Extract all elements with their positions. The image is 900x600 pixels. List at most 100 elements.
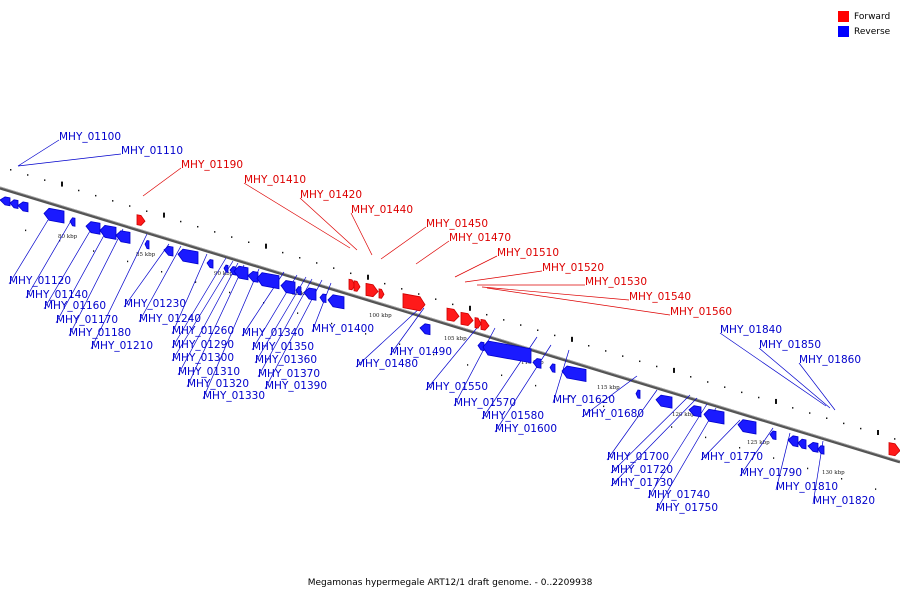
gene-label: MHY_01350 [252,341,314,353]
tick-mark [418,293,420,295]
tick-mark [44,179,46,181]
reverse-swatch [838,26,849,37]
tick-mark [622,355,624,357]
gene-arrow [256,272,280,290]
gene-label: MHY_01860 [799,354,861,366]
gene-arrow [9,199,19,209]
tick-mark [639,360,641,363]
label-leader [17,153,122,167]
gene-label: MHY_01490 [390,346,452,358]
tick-mark [299,257,301,259]
gene-label: MHY_01740 [648,489,710,501]
label-leader [171,257,227,349]
scale-tick-labels: 80 kbp 85 kbp 90 kbp 95 kbp 100 kbp 105 kbp 11… [58,234,845,476]
label-leader [171,260,234,362]
gene-arrow [177,248,199,265]
gene-arrow [0,196,11,207]
gene-label: MHY_01180 [69,327,131,339]
label-leader [481,286,630,301]
tick-mark [775,398,777,404]
tick-label: 90 kbp [214,271,234,277]
label-leader [775,432,791,491]
tick-mark [792,407,794,409]
gene-arrow [635,389,641,399]
tick-mark [588,345,590,347]
tick-mark [707,381,709,383]
gene-label: MHY_01190 [181,159,243,171]
minor-tick [229,291,231,294]
gene-label: MHY_01300 [172,352,234,364]
minor-tick [705,436,707,439]
minor-tick [195,281,197,283]
tick-mark [112,200,114,202]
minor-tick [671,426,673,428]
label-leader [25,218,73,299]
gene-arrow [769,430,777,440]
tick-label: 110 kbp [521,360,544,366]
label-leader [202,268,260,400]
gene-arrow [378,288,385,299]
gene-arrow [144,240,150,250]
gene-arrow [703,408,725,425]
gene-arrow [303,287,317,301]
gene-label: MHY_01390 [265,380,327,392]
tick-label: 100 kbp [369,313,392,319]
minor-tick [331,322,333,325]
tick-mark [214,231,216,233]
label-leader [454,255,498,278]
gene-arrow [474,317,482,329]
gene-arrow [561,365,587,382]
gene-label: MHY_01440 [351,204,413,216]
gene-arrow [480,318,490,331]
gene-label: MHY_01310 [178,366,240,378]
gene-label: MHY_01410 [244,174,306,186]
tick-mark [673,367,675,373]
minor-tick [603,405,605,408]
label-leader [647,403,708,499]
minor-tick [875,488,877,490]
gene-label: MHY_01700 [607,451,669,463]
tick-mark [231,236,233,238]
gene-arrow [247,270,259,283]
gene-arrow [99,224,117,240]
label-leader [610,397,698,487]
label-leader [123,243,170,308]
gene-label: MHY_01140 [26,289,88,301]
gene-arrow [446,307,460,322]
tick-mark [537,329,539,331]
tick-mark [503,319,505,321]
tick-mark [826,417,828,419]
tick-label: 85 kbp [136,252,156,258]
gene-arrow [688,405,702,418]
gene-arrow [295,286,302,296]
gene-arrow [43,207,65,224]
gene-label: MHY_01160 [44,300,106,312]
tick-mark [656,365,658,368]
gene-label: MHY_01470 [449,232,511,244]
label-leader [138,245,182,323]
tick-mark [724,386,726,388]
gene-arrow [655,394,673,409]
minor-tick [841,478,843,480]
tick-mark [163,212,165,218]
gene-arrows [0,196,900,457]
tick-mark [10,169,12,171]
label-leader [415,240,450,265]
label-leader [43,225,94,310]
minor-tick [569,395,571,397]
genome-caption: Megamonas hypermegale ART12/1 draft geno… [307,578,593,588]
outer-tick-marks [10,169,896,440]
tick-mark [367,274,369,280]
label-leader [311,282,332,333]
label-leader [55,227,109,324]
minor-tick [161,271,163,273]
label-leader [355,306,422,368]
gene-label: MHY_01210 [91,340,153,352]
gene-arrow [365,282,379,298]
gene-arrow [888,442,900,457]
label-leader [142,167,182,197]
gene-label: MHY_01790 [740,467,802,479]
gene-arrow [402,293,426,312]
gene-arrow [348,278,356,291]
